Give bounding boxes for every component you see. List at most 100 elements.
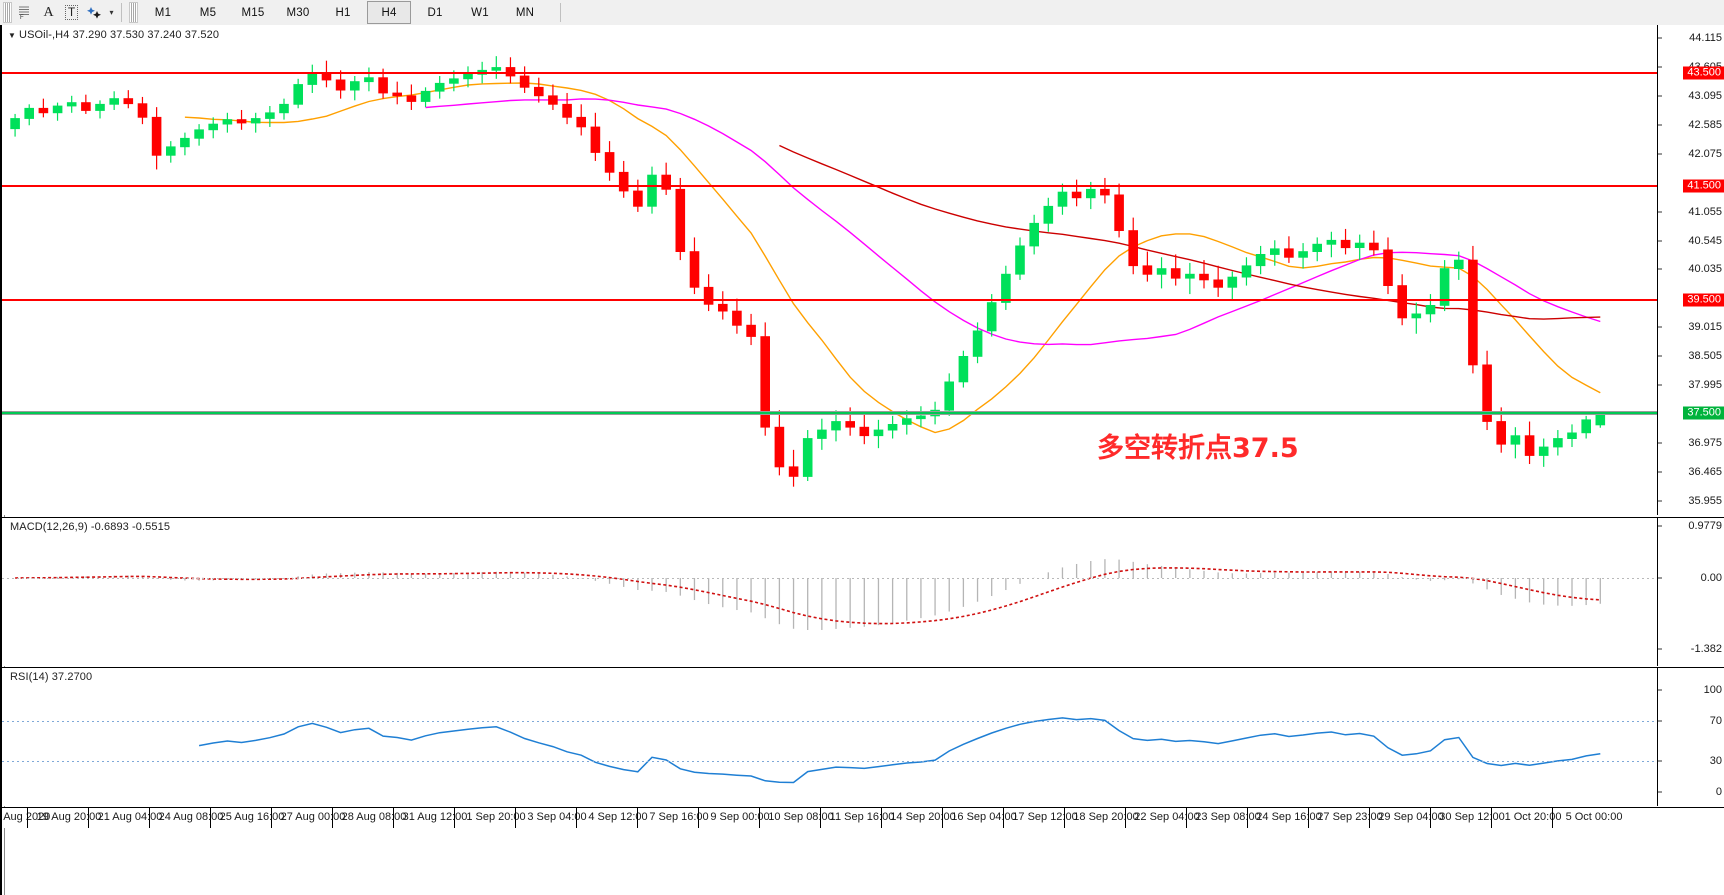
text-box-icon[interactable]: T bbox=[60, 2, 83, 23]
rsi-tick-mark bbox=[1658, 791, 1662, 793]
timeframe-m1[interactable]: M1 bbox=[154, 6, 172, 19]
macd-tick-mark bbox=[1658, 648, 1662, 650]
rsi-pane[interactable]: RSI(14) 37.2700 100 70 30 0 bbox=[2, 667, 1724, 806]
price-badge-41500[interactable]: 41.500 bbox=[1683, 179, 1724, 193]
time-axis-separator bbox=[637, 808, 638, 828]
price-tick-label: 43.095 bbox=[1688, 90, 1722, 103]
timeframe-m15[interactable]: M15 bbox=[241, 6, 265, 19]
rsi-axis[interactable]: 100 70 30 0 bbox=[1658, 668, 1724, 806]
time-axis-label: 1 Sep 20:00 bbox=[466, 811, 526, 823]
price-tick-mark bbox=[1658, 37, 1662, 39]
chart-annotation[interactable]: 多空转折点37.5 bbox=[1097, 433, 1299, 465]
price-tick-label: 44.115 bbox=[1689, 32, 1722, 45]
time-axis-separator bbox=[454, 808, 455, 828]
time-axis-label: 3 Sep 04:00 bbox=[527, 811, 587, 823]
timeframe-h1[interactable]: H1 bbox=[335, 6, 351, 19]
rsi-tick-label: 0 bbox=[1715, 786, 1722, 798]
symbol-collapse-icon[interactable]: ▼ bbox=[8, 30, 17, 40]
price-tick-mark bbox=[1658, 211, 1662, 213]
resistance-line-43500[interactable] bbox=[2, 72, 1658, 75]
rsi-plot bbox=[2, 668, 1658, 806]
time-axis-label: 5 Oct 00:00 bbox=[1565, 811, 1623, 823]
toolbar-drag-handle[interactable] bbox=[3, 2, 12, 23]
price-axis-divider bbox=[1657, 25, 1658, 515]
support-line-37500[interactable] bbox=[2, 412, 1658, 415]
time-axis-label: 7 Sep 16:00 bbox=[649, 811, 709, 823]
time-axis-separator bbox=[1186, 808, 1187, 828]
text-label-icon[interactable]: A bbox=[43, 4, 54, 20]
time-axis-separator bbox=[515, 808, 516, 828]
price-tick-mark bbox=[1658, 384, 1662, 386]
macd-axis[interactable]: 0.9779 0.00 -1.382 bbox=[1658, 518, 1724, 666]
time-axis-separator bbox=[332, 808, 333, 828]
crosshair-grid-icon[interactable]: F bbox=[14, 2, 37, 23]
rsi-tick-label: 30 bbox=[1709, 755, 1722, 768]
macd-series bbox=[15, 559, 1601, 630]
time-axis-separator bbox=[1064, 808, 1065, 828]
timeframe-d1[interactable]: D1 bbox=[427, 6, 443, 19]
rsi-tick-mark bbox=[1658, 689, 1662, 691]
timeframe-h4[interactable]: H4 bbox=[367, 1, 411, 24]
price-tick-label: 36.465 bbox=[1688, 465, 1722, 478]
price-tick-mark bbox=[1658, 240, 1662, 242]
time-axis-label: 11 Sep 16:00 bbox=[829, 811, 895, 823]
symbol-info-bar[interactable]: ▼ USOil-,H4 37.290 37.530 37.240 37.520 bbox=[8, 29, 219, 41]
resistance-line-41500[interactable] bbox=[2, 185, 1658, 188]
timeframe-m5[interactable]: M5 bbox=[199, 6, 217, 19]
time-axis-label: 30 Sep 12:00 bbox=[1439, 811, 1505, 823]
time-axis-separator bbox=[759, 808, 760, 828]
timeframe-m30[interactable]: M30 bbox=[286, 6, 310, 19]
time-axis-label: 18 Sep 20:00 bbox=[1073, 811, 1139, 823]
rsi-tick-label: 100 bbox=[1703, 684, 1722, 696]
time-axis-separator bbox=[698, 808, 699, 828]
price-badge-43500[interactable]: 43.500 bbox=[1683, 66, 1724, 80]
time-axis-separator bbox=[1430, 808, 1431, 828]
price-tick-label: 35.955 bbox=[1688, 494, 1722, 507]
price-pane[interactable]: ▼ USOil-,H4 37.290 37.530 37.240 37.520 多… bbox=[2, 25, 1724, 515]
time-axis-label: 19 Aug 20:00 bbox=[36, 811, 102, 823]
price-plot[interactable] bbox=[2, 25, 1658, 515]
timeframe-mn[interactable]: MN bbox=[515, 6, 535, 19]
time-axis-label: 14 Sep 20:00 bbox=[890, 811, 956, 823]
price-tick-label: 38.505 bbox=[1688, 350, 1722, 363]
price-tick-label: 42.075 bbox=[1688, 147, 1722, 160]
price-candles bbox=[10, 56, 1606, 487]
time-axis-label: 24 Sep 16:00 bbox=[1256, 811, 1322, 823]
time-axis-label: 18 Aug 2020 bbox=[0, 811, 51, 823]
toolbar: F A T ▾ M1 M5 M15 M30 H1 H4 D1 W1 MN bbox=[0, 0, 1724, 26]
time-axis-separator bbox=[881, 808, 882, 828]
time-axis-separator bbox=[1491, 808, 1492, 828]
price-axis[interactable]: 44.11543.60543.09542.58542.07541.05540.5… bbox=[1658, 25, 1724, 515]
macd-pane[interactable]: MACD(12,26,9) -0.6893 -0.5515 0.9779 0.00… bbox=[2, 517, 1724, 666]
toolbar-separator bbox=[121, 3, 122, 22]
price-tick-label: 36.975 bbox=[1688, 436, 1722, 449]
price-tick-mark bbox=[1658, 66, 1662, 68]
symbol-info-text: USOil-,H4 37.290 37.530 37.240 37.520 bbox=[19, 29, 220, 41]
time-axis-label: 22 Sep 04:00 bbox=[1134, 811, 1200, 823]
time-axis-label: 10 Sep 08:00 bbox=[768, 811, 834, 823]
time-axis-separator bbox=[942, 808, 943, 828]
timeframe-drag-handle[interactable] bbox=[129, 2, 138, 23]
time-axis-label: 1 Oct 20:00 bbox=[1504, 811, 1562, 823]
price-tick-mark bbox=[1658, 124, 1662, 126]
time-axis-label: 23 Sep 08:00 bbox=[1195, 811, 1261, 823]
time-axis-separator bbox=[88, 808, 89, 828]
dropdown-arrow-icon[interactable]: ▾ bbox=[109, 8, 114, 17]
time-axis-separator bbox=[1003, 808, 1004, 828]
time-axis-label: 25 Aug 16:00 bbox=[219, 811, 285, 823]
time-axis-label: 4 Sep 12:00 bbox=[588, 811, 648, 823]
resistance-line-39500[interactable] bbox=[2, 298, 1658, 301]
macd-axis-divider bbox=[1657, 518, 1658, 666]
objects-icon[interactable] bbox=[83, 2, 106, 23]
price-badge-39500[interactable]: 39.500 bbox=[1683, 293, 1724, 307]
price-badge-37500[interactable]: 37.500 bbox=[1683, 406, 1724, 420]
timeframe-w1[interactable]: W1 bbox=[471, 6, 489, 19]
time-axis-separator bbox=[1247, 808, 1248, 828]
rsi-tick-mark bbox=[1658, 720, 1662, 722]
rsi-level-70 bbox=[2, 720, 1658, 722]
chart-area[interactable]: ▼ USOil-,H4 37.290 37.530 37.240 37.520 多… bbox=[0, 25, 1724, 895]
time-axis-separator bbox=[1308, 808, 1309, 828]
time-axis-separator bbox=[820, 808, 821, 828]
